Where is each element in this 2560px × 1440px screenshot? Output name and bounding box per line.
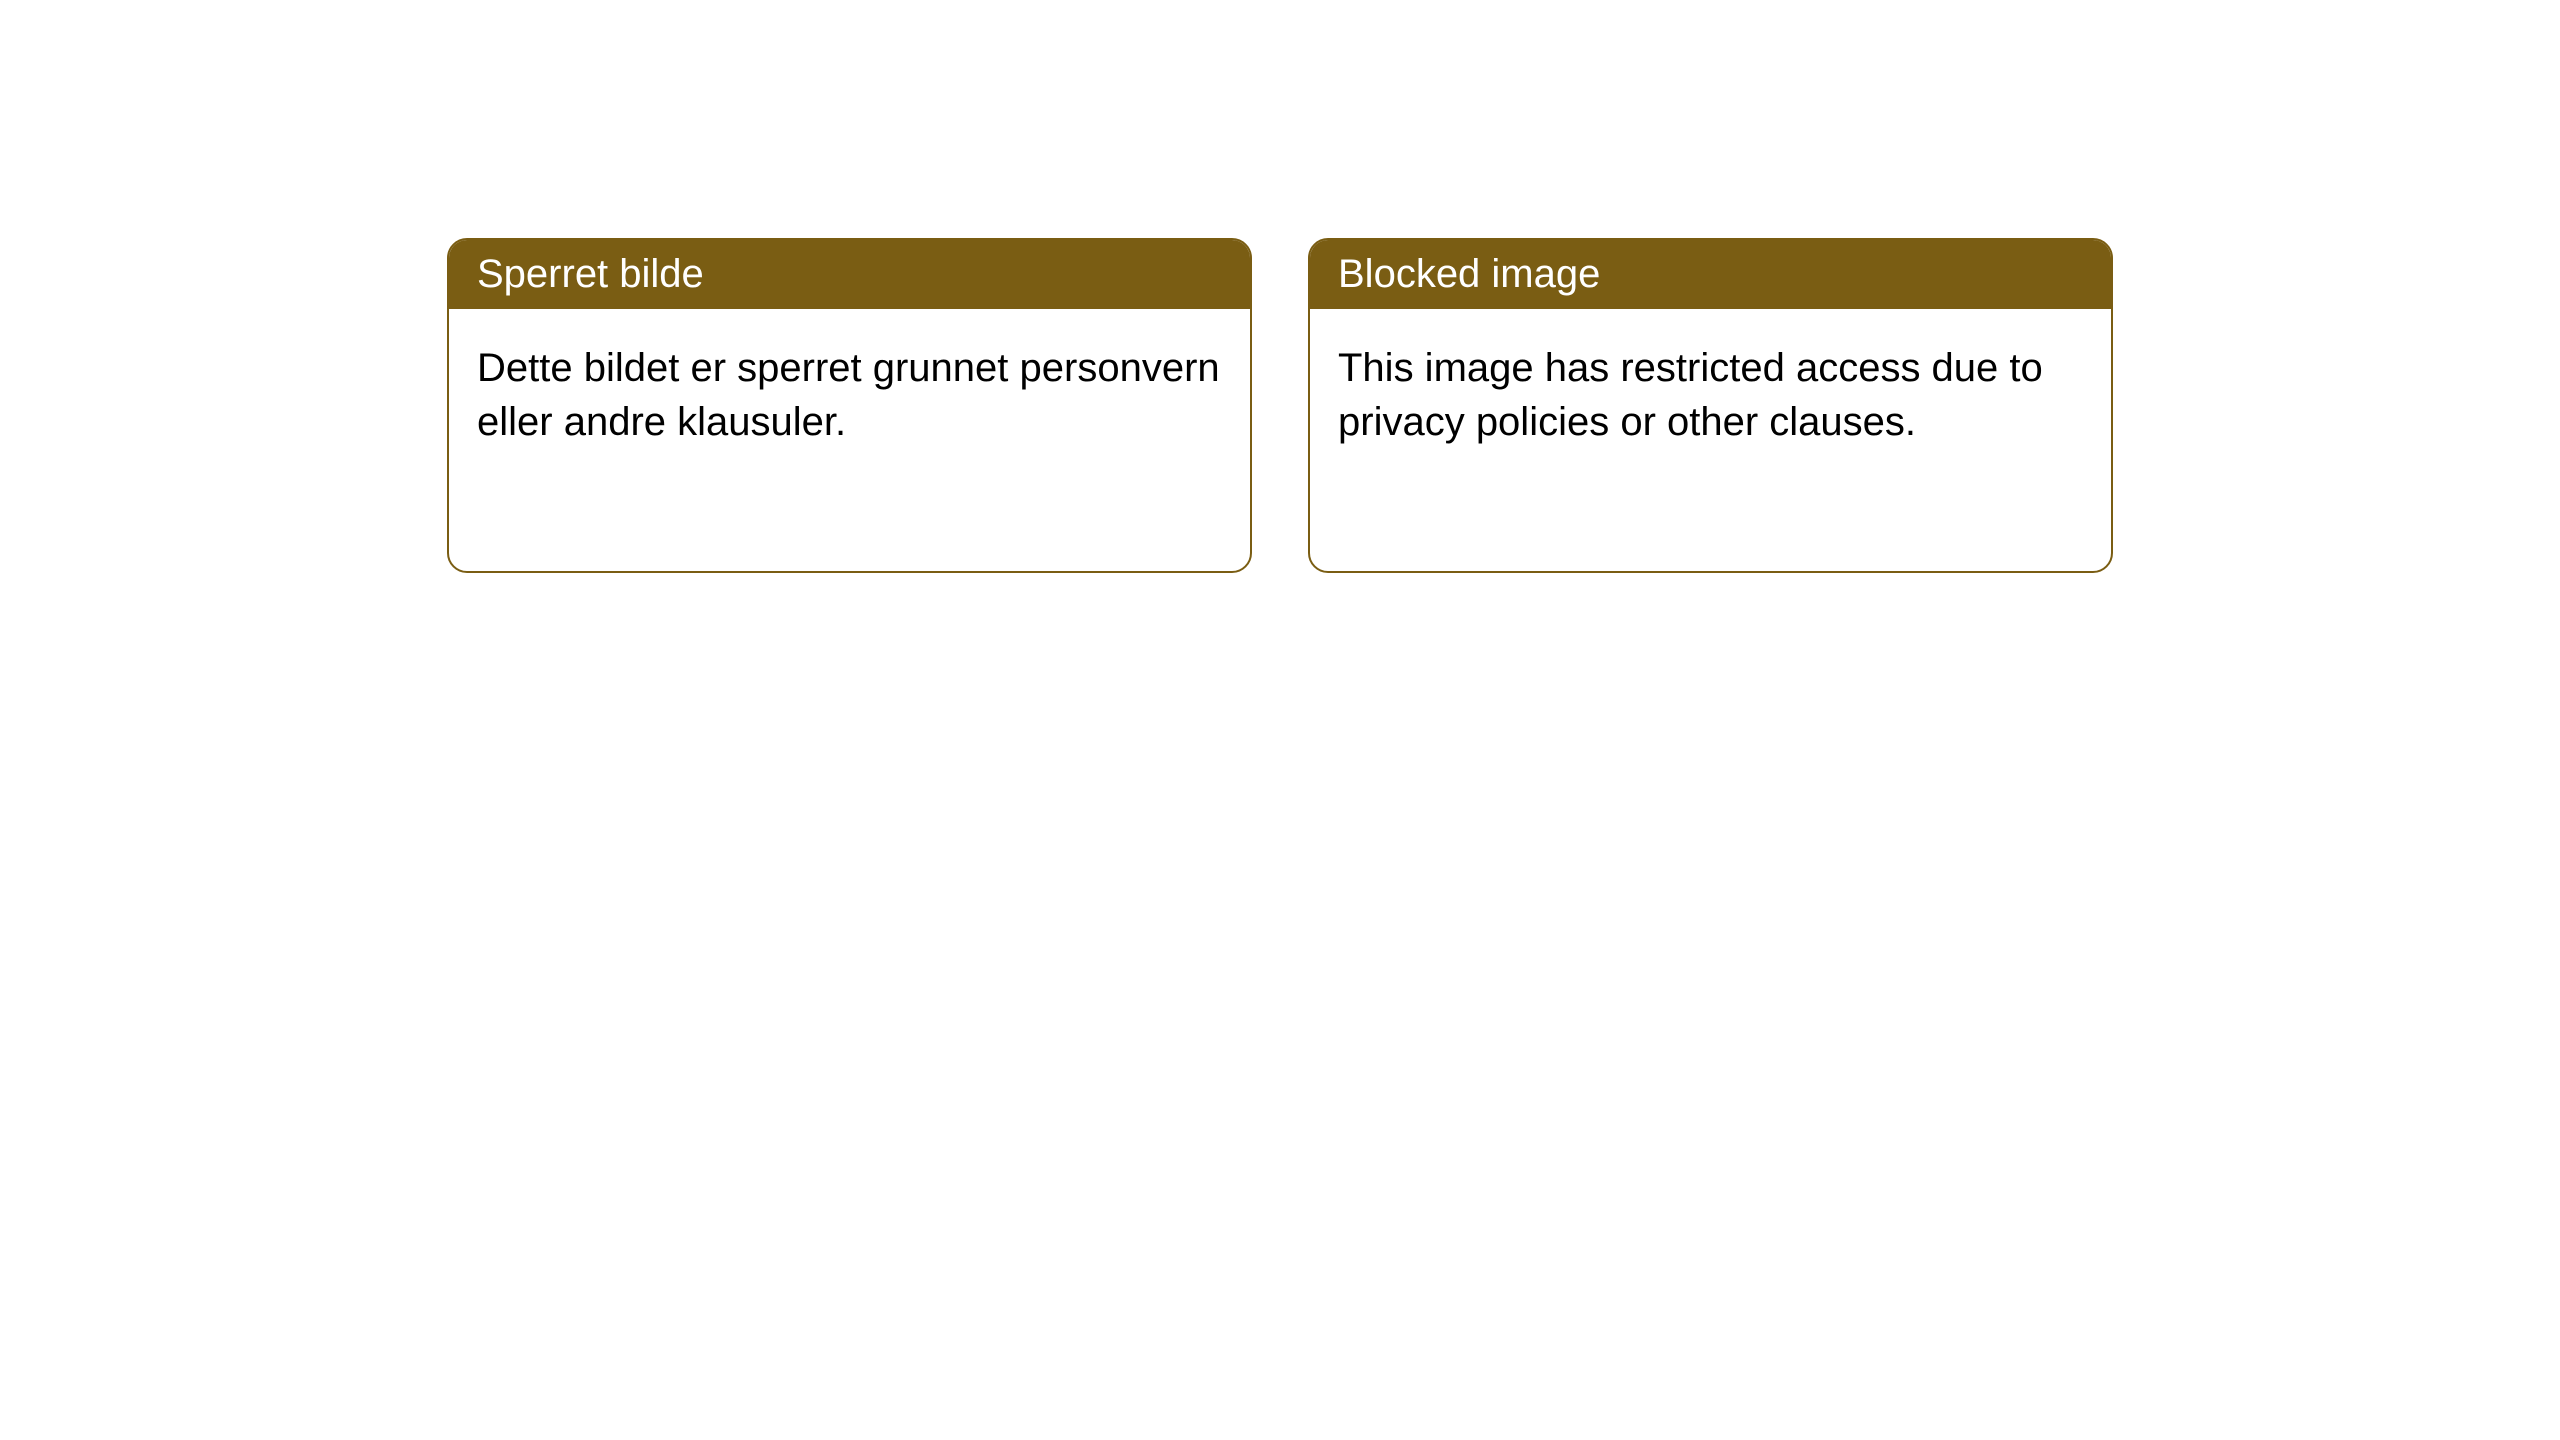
notice-title-norwegian: Sperret bilde — [477, 252, 704, 296]
notice-container: Sperret bilde Dette bildet er sperret gr… — [447, 238, 2113, 573]
notice-text-english: This image has restricted access due to … — [1338, 346, 2043, 444]
notice-card-norwegian: Sperret bilde Dette bildet er sperret gr… — [447, 238, 1252, 573]
notice-text-norwegian: Dette bildet er sperret grunnet personve… — [477, 346, 1220, 444]
notice-card-english: Blocked image This image has restricted … — [1308, 238, 2113, 573]
notice-title-english: Blocked image — [1338, 252, 1600, 296]
notice-body-norwegian: Dette bildet er sperret grunnet personve… — [449, 309, 1250, 481]
notice-header-english: Blocked image — [1310, 240, 2111, 309]
notice-body-english: This image has restricted access due to … — [1310, 309, 2111, 481]
notice-header-norwegian: Sperret bilde — [449, 240, 1250, 309]
